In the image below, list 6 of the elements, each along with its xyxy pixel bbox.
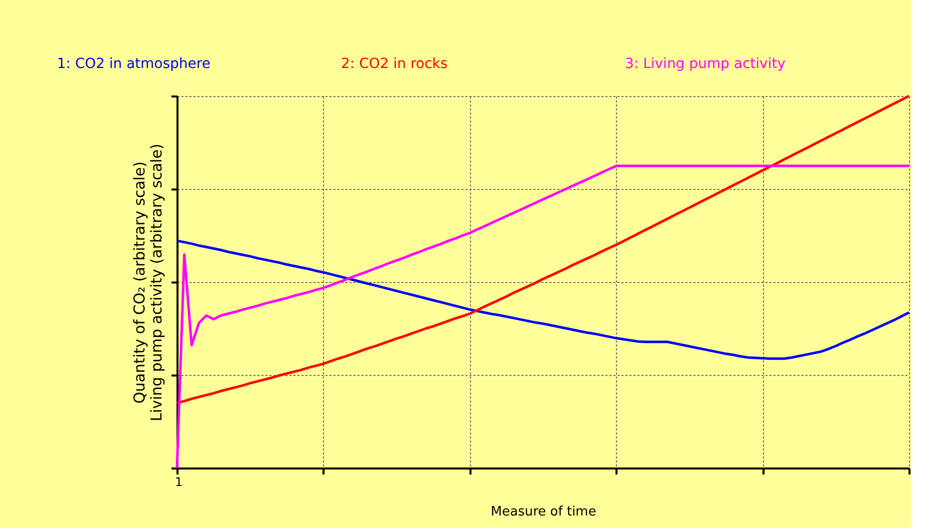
y-axis-title: Quantity of CO₂ (arbitrary scale) Living pump activity (arbitrary scale) (130, 144, 166, 422)
text: 3: Living pump activity (625, 56, 786, 72)
text: 2: CO2 in rocks (341, 56, 448, 72)
text: 1: CO2 in atmosphere (57, 56, 210, 72)
text: 1 (175, 475, 183, 489)
x-axis-title: Measure of time (490, 504, 596, 520)
